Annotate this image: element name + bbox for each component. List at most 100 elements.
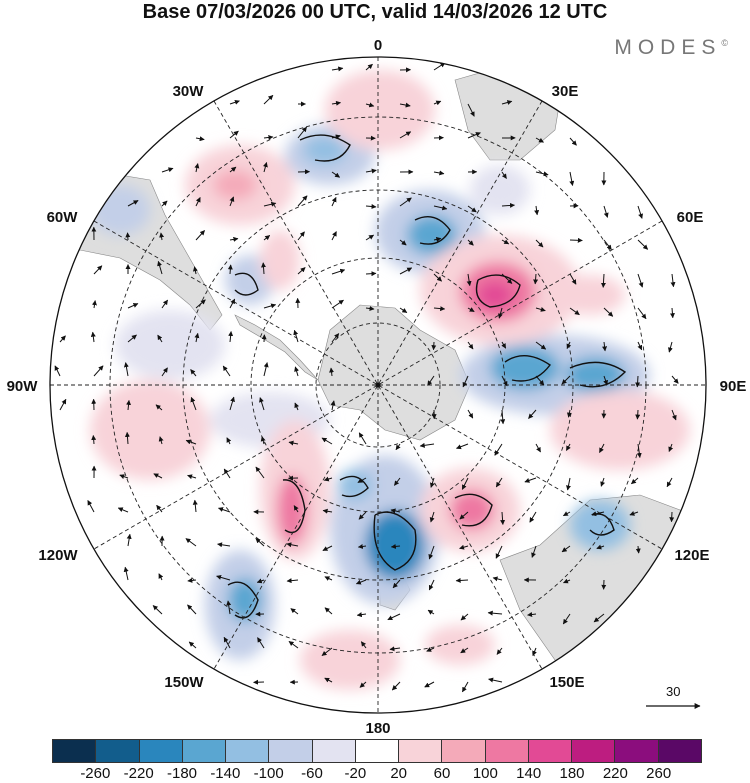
wind-vector bbox=[226, 437, 232, 445]
wind-vector bbox=[297, 195, 308, 207]
wind-vector bbox=[533, 273, 539, 285]
wind-vector bbox=[195, 299, 206, 309]
wind-vector bbox=[331, 231, 337, 241]
wind-vector bbox=[399, 239, 407, 246]
wind-vector bbox=[569, 171, 575, 186]
wind-vector bbox=[356, 612, 367, 618]
wind-vector bbox=[263, 94, 274, 105]
wind-vector bbox=[569, 273, 577, 285]
wind-vector bbox=[494, 443, 503, 456]
colorbar-swatch bbox=[139, 740, 183, 762]
wind-vector bbox=[433, 100, 442, 106]
wind-vector bbox=[535, 239, 544, 248]
wind-vector bbox=[492, 576, 503, 582]
wind-vector bbox=[391, 681, 401, 691]
map-disc bbox=[50, 57, 706, 713]
wind-vector bbox=[535, 443, 541, 453]
wind-vector bbox=[153, 473, 163, 479]
wind-vector bbox=[126, 533, 132, 547]
lon-label-150w: 150W bbox=[164, 674, 204, 691]
wind-vector bbox=[124, 431, 130, 445]
wind-vector bbox=[223, 636, 231, 649]
wind-vector bbox=[500, 409, 506, 425]
wind-vector bbox=[321, 647, 333, 656]
wind-vector bbox=[331, 333, 340, 343]
wind-vector bbox=[637, 307, 647, 320]
wind-vector bbox=[501, 100, 513, 105]
wind-vector bbox=[157, 260, 163, 275]
wind-vector bbox=[365, 271, 377, 277]
colorbar-tick-label: 140 bbox=[516, 765, 542, 782]
wind-vector bbox=[324, 576, 333, 581]
wind-vector bbox=[500, 511, 506, 525]
wind-vector bbox=[323, 476, 333, 482]
wind-vector bbox=[600, 273, 606, 288]
wind-vector bbox=[159, 232, 165, 241]
colorbar-tick-label: 100 bbox=[472, 765, 498, 782]
wind-vector bbox=[389, 646, 401, 652]
wind-vector bbox=[155, 404, 163, 411]
wind-vector bbox=[226, 600, 232, 615]
colorbar-tick-label: -140 bbox=[210, 765, 241, 782]
wind-vector bbox=[358, 511, 367, 520]
wind-vector bbox=[455, 577, 469, 583]
wind-vector bbox=[603, 307, 614, 317]
colorbar-swatch bbox=[312, 740, 356, 762]
wind-vector bbox=[297, 231, 305, 241]
wind-vector bbox=[322, 508, 333, 514]
wind-vector bbox=[600, 477, 606, 487]
wind-vector bbox=[599, 443, 605, 453]
wind-vector bbox=[501, 171, 507, 179]
wind-vector bbox=[125, 232, 131, 241]
wind-vector bbox=[365, 234, 375, 241]
wind-vector bbox=[217, 542, 231, 548]
colorbar-swatch bbox=[572, 740, 616, 762]
wind-vector bbox=[87, 500, 95, 513]
wind-vector bbox=[229, 196, 235, 207]
colorbar-swatch bbox=[96, 740, 140, 762]
wind-vector bbox=[331, 196, 337, 207]
wind-vector bbox=[91, 435, 97, 445]
wind-vector bbox=[185, 538, 197, 547]
wind-vector bbox=[636, 443, 642, 458]
wind-vector bbox=[565, 443, 571, 451]
wind-vector bbox=[596, 544, 605, 550]
wind-vector bbox=[456, 443, 469, 450]
wind-vector bbox=[591, 511, 605, 517]
wind-vector bbox=[637, 273, 644, 288]
wind-vector bbox=[602, 341, 608, 352]
wind-vector bbox=[433, 306, 446, 312]
colorbar-swatch bbox=[528, 740, 573, 762]
wind-vector bbox=[263, 201, 277, 207]
wind-vector bbox=[497, 307, 503, 319]
wind-vector bbox=[59, 398, 67, 411]
lon-label-30e: 30E bbox=[552, 83, 579, 100]
wind-vector bbox=[488, 677, 503, 683]
wind-vector bbox=[263, 362, 269, 377]
wind-vector bbox=[496, 647, 503, 655]
wind-vector bbox=[259, 397, 265, 411]
colorbar-swatch bbox=[269, 740, 313, 762]
wind-vector bbox=[263, 303, 277, 309]
wind-vector bbox=[152, 605, 163, 615]
wind-vector bbox=[194, 332, 200, 343]
wind-vector bbox=[426, 647, 435, 652]
wind-vector bbox=[466, 273, 472, 287]
wind-vector bbox=[535, 375, 545, 386]
colorbar-swatch bbox=[182, 740, 227, 762]
wind-vector bbox=[467, 307, 475, 313]
wind-vector bbox=[229, 298, 236, 309]
wind-vector bbox=[495, 477, 503, 488]
wind-vector bbox=[257, 637, 265, 649]
colorbar-swatch bbox=[53, 740, 97, 762]
wind-vector bbox=[637, 205, 643, 219]
wind-vector bbox=[399, 197, 412, 207]
wind-vector bbox=[90, 331, 96, 343]
wind-vector bbox=[635, 545, 641, 554]
colorbar-tick-label: -100 bbox=[253, 765, 284, 782]
wind-vector bbox=[569, 307, 580, 316]
wind-vector bbox=[331, 134, 341, 140]
wind-vector bbox=[467, 103, 475, 117]
wind-vector bbox=[535, 137, 544, 143]
